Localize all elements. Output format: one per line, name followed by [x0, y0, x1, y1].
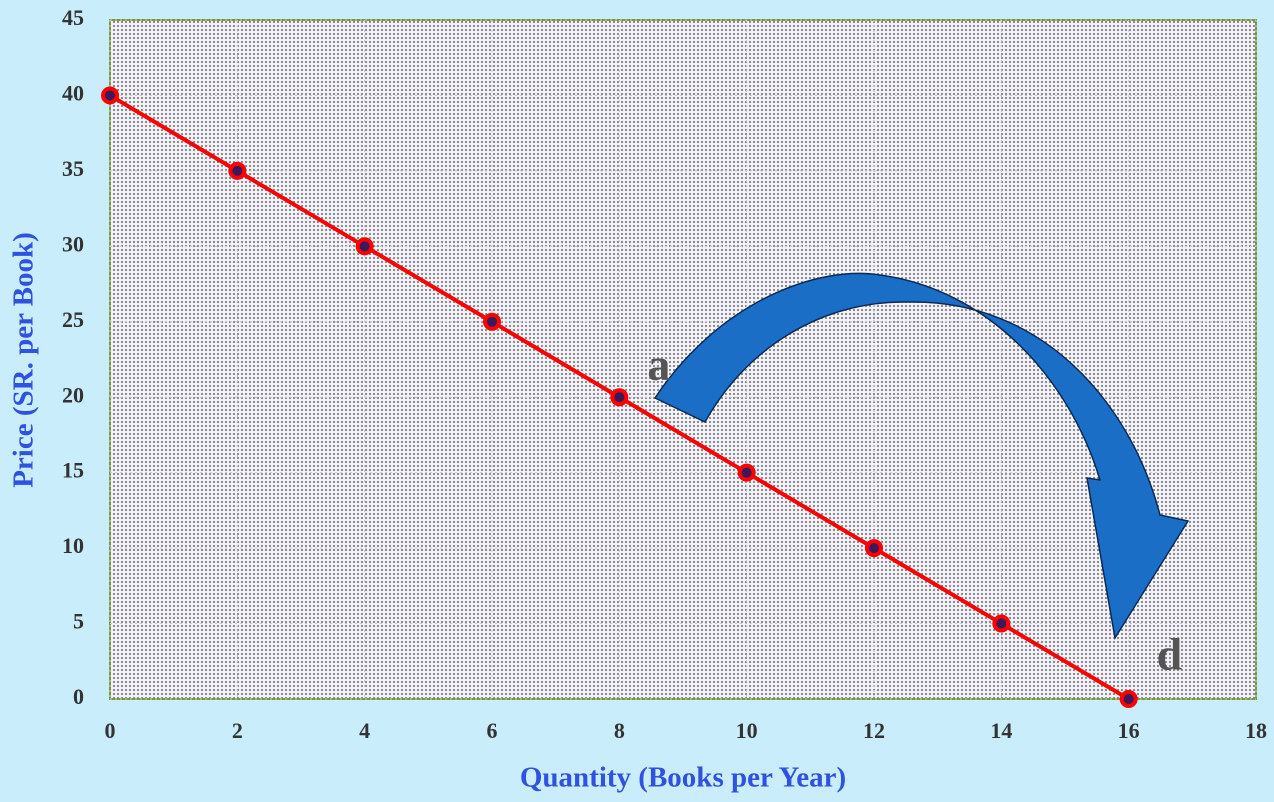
marker: [867, 541, 881, 555]
x-tick-label: 6: [487, 718, 498, 743]
x-tick-label: 14: [990, 718, 1012, 743]
y-tick-label: 35: [62, 156, 84, 181]
y-tick-label: 10: [62, 533, 84, 558]
marker: [358, 239, 372, 253]
marker: [612, 390, 626, 404]
marker: [1122, 692, 1136, 706]
x-tick-label: 12: [863, 718, 885, 743]
annotation: d: [1157, 629, 1183, 680]
marker: [485, 315, 499, 329]
y-tick-label: 5: [73, 609, 84, 634]
y-tick-label: 15: [62, 458, 84, 483]
x-axis-label: Quantity (Books per Year): [520, 762, 846, 794]
y-tick-label: 30: [62, 231, 84, 256]
x-tick-label: 16: [1118, 718, 1140, 743]
y-tick-label: 45: [62, 5, 84, 30]
page: Quantity (Books per Year) Price (SR. per…: [0, 0, 1274, 802]
y-tick-label: 25: [62, 307, 84, 332]
x-tick-label: 8: [614, 718, 625, 743]
y-tick-label: 20: [62, 382, 84, 407]
marker: [740, 466, 754, 480]
x-tick-label: 2: [232, 718, 243, 743]
x-tick-label: 4: [359, 718, 370, 743]
chart: Quantity (Books per Year) Price (SR. per…: [0, 0, 1274, 802]
y-tick-label: 40: [62, 80, 84, 105]
plot-area: [110, 20, 1256, 699]
x-tick-label: 10: [736, 718, 758, 743]
marker: [103, 88, 117, 102]
y-tick-label: 0: [73, 684, 84, 709]
marker: [230, 164, 244, 178]
marker: [994, 617, 1008, 631]
y-axis-label: Price (SR. per Book): [8, 232, 40, 488]
x-tick-label: 0: [105, 718, 116, 743]
annotation: a: [647, 339, 670, 390]
x-tick-label: 18: [1245, 718, 1267, 743]
